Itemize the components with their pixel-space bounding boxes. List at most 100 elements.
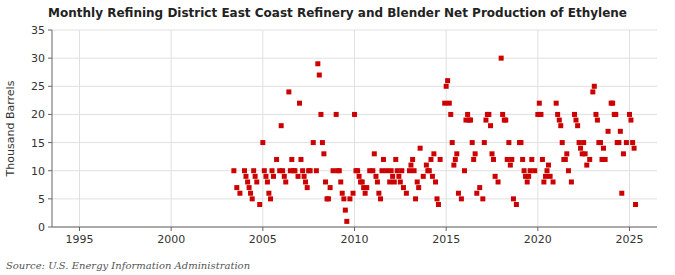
y-tick-label: 0 bbox=[38, 221, 45, 234]
point bbox=[251, 168, 256, 173]
point bbox=[266, 191, 271, 196]
point bbox=[274, 157, 279, 162]
point bbox=[529, 157, 534, 162]
x-tick bbox=[446, 227, 447, 231]
point bbox=[577, 140, 582, 145]
chart: Monthly Refining District East Coast Ref… bbox=[0, 0, 675, 275]
y-tick bbox=[48, 142, 52, 143]
point bbox=[334, 112, 339, 117]
point bbox=[566, 168, 571, 173]
y-tick-label: 10 bbox=[31, 165, 45, 178]
point bbox=[308, 168, 313, 173]
point bbox=[583, 151, 588, 156]
point bbox=[237, 191, 242, 196]
point bbox=[408, 163, 413, 168]
y-tick-label: 15 bbox=[31, 137, 45, 150]
point bbox=[389, 168, 394, 173]
point bbox=[283, 179, 288, 184]
point bbox=[436, 202, 441, 207]
y-tick-label: 30 bbox=[31, 52, 45, 65]
point bbox=[243, 174, 248, 179]
point bbox=[486, 112, 491, 117]
point bbox=[546, 163, 551, 168]
point bbox=[508, 163, 513, 168]
point bbox=[231, 168, 236, 173]
point bbox=[430, 174, 435, 179]
point bbox=[370, 168, 375, 173]
point bbox=[537, 101, 542, 106]
point bbox=[465, 112, 470, 117]
point bbox=[573, 118, 578, 123]
point bbox=[279, 123, 284, 128]
point bbox=[302, 174, 307, 179]
point bbox=[381, 157, 386, 162]
point bbox=[593, 112, 598, 117]
point bbox=[416, 185, 421, 190]
point bbox=[627, 112, 632, 117]
point bbox=[413, 196, 418, 201]
grid-line bbox=[537, 30, 538, 227]
point bbox=[438, 157, 443, 162]
point bbox=[428, 157, 433, 162]
point bbox=[493, 174, 498, 179]
point bbox=[470, 140, 475, 145]
point bbox=[407, 168, 412, 173]
point bbox=[606, 129, 611, 134]
point bbox=[525, 179, 530, 184]
point bbox=[540, 157, 545, 162]
point bbox=[344, 219, 349, 224]
point bbox=[245, 179, 250, 184]
point bbox=[624, 140, 629, 145]
point bbox=[488, 123, 493, 128]
point bbox=[372, 151, 377, 156]
point bbox=[548, 174, 553, 179]
point bbox=[352, 112, 357, 117]
point bbox=[518, 140, 523, 145]
point bbox=[613, 112, 618, 117]
point bbox=[387, 179, 392, 184]
point bbox=[520, 157, 525, 162]
x-tick bbox=[629, 227, 630, 231]
x-tick-label: 2015 bbox=[432, 233, 460, 246]
x-tick bbox=[262, 227, 263, 231]
point bbox=[598, 140, 603, 145]
point bbox=[248, 191, 253, 196]
point bbox=[448, 112, 453, 117]
point bbox=[265, 179, 270, 184]
x-tick-label: 2005 bbox=[249, 233, 277, 246]
point bbox=[341, 196, 346, 201]
point bbox=[289, 157, 294, 162]
point bbox=[560, 140, 565, 145]
point bbox=[392, 179, 397, 184]
y-tick-label: 5 bbox=[38, 193, 45, 206]
y-tick bbox=[48, 86, 52, 87]
point bbox=[480, 196, 485, 201]
point bbox=[509, 157, 514, 162]
point bbox=[459, 196, 464, 201]
point bbox=[253, 174, 258, 179]
point bbox=[554, 101, 559, 106]
point bbox=[468, 118, 473, 123]
point bbox=[454, 151, 459, 156]
point bbox=[528, 168, 533, 173]
point bbox=[456, 191, 461, 196]
point bbox=[314, 168, 319, 173]
point bbox=[427, 168, 432, 173]
point bbox=[633, 202, 638, 207]
y-tick bbox=[48, 198, 52, 199]
point bbox=[328, 185, 333, 190]
point bbox=[445, 78, 450, 83]
grid-line bbox=[446, 30, 447, 227]
x-tick-label: 2000 bbox=[157, 233, 185, 246]
point bbox=[621, 151, 626, 156]
point bbox=[404, 191, 409, 196]
point bbox=[396, 174, 401, 179]
point bbox=[355, 168, 360, 173]
point bbox=[323, 179, 328, 184]
point bbox=[380, 168, 385, 173]
point bbox=[351, 191, 356, 196]
grid bbox=[52, 30, 657, 227]
point bbox=[581, 140, 586, 145]
point bbox=[628, 118, 633, 123]
y-tick-label: 25 bbox=[31, 80, 45, 93]
